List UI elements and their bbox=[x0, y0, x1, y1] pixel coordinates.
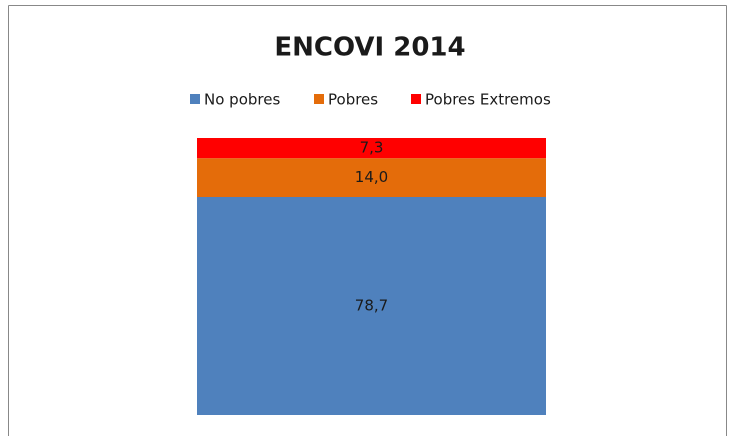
chart-title: ENCOVI 2014 bbox=[274, 33, 465, 63]
data-label: 78,7 bbox=[355, 297, 388, 315]
bar-segment bbox=[197, 158, 546, 198]
legend-label: No pobres bbox=[204, 91, 280, 109]
data-label: 14,0 bbox=[355, 168, 388, 186]
bar-segment bbox=[197, 138, 546, 159]
legend-swatch bbox=[314, 94, 324, 104]
legend-swatch bbox=[190, 94, 200, 104]
bar-segment bbox=[197, 197, 546, 415]
data-label: 7,3 bbox=[360, 139, 384, 157]
legend-swatch bbox=[411, 94, 421, 104]
legend-label: Pobres bbox=[328, 91, 378, 109]
legend-label: Pobres Extremos bbox=[425, 91, 551, 109]
